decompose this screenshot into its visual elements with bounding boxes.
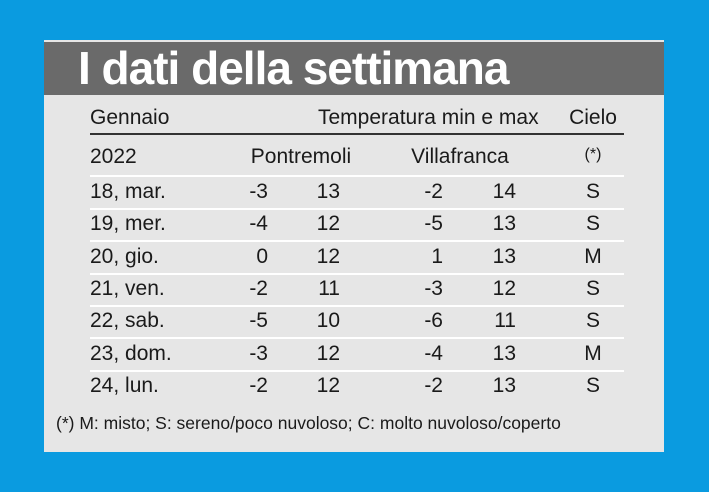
column-header: Gennaio (90, 106, 170, 129)
title: I dati della settimana (78, 42, 509, 94)
sub-header: Villafranca (411, 145, 509, 168)
temperature-cell: 13 (492, 341, 516, 365)
row-rule (90, 240, 624, 243)
temperature-cell: 13 (492, 212, 516, 236)
row-rule (90, 175, 624, 177)
sky-cell: S (585, 180, 600, 203)
temperature-cell: 11 (494, 309, 516, 333)
row-rule (90, 337, 624, 340)
temperature-cell: -2 (249, 276, 268, 300)
sky-cell: S (585, 373, 600, 397)
row-rule (90, 304, 624, 307)
date-cell: 20, gio. (90, 244, 159, 268)
sub-header: Pontremoli (250, 145, 352, 168)
footnote: (*) M: misto; S: sereno/poco nuvoloso; C… (56, 413, 561, 433)
temperature-cell: -4 (249, 212, 268, 236)
row-rule (90, 272, 624, 275)
temperature-cell: -2 (424, 373, 443, 397)
temperature-cell: 13 (492, 244, 516, 268)
sub-header: (*) (584, 146, 602, 163)
sky-cell: S (585, 309, 600, 333)
date-cell: 21, ven. (90, 276, 165, 300)
temperature-cell: 12 (316, 212, 340, 236)
temperature-cell: -2 (424, 180, 443, 203)
sub-header: 2022 (90, 145, 137, 168)
sky-cell: M (584, 341, 602, 365)
temperature-cell: -3 (249, 341, 268, 365)
temperature-cell: 12 (492, 276, 516, 300)
temperature-cell: -5 (424, 212, 443, 236)
sky-cell: S (585, 276, 600, 300)
date-cell: 24, lun. (90, 373, 159, 397)
temperature-cell: -5 (249, 309, 268, 333)
date-cell: 23, dom. (90, 341, 172, 365)
sky-cell: S (585, 212, 600, 236)
temperature-cell: 14 (492, 180, 516, 203)
temperature-cell: -2 (249, 373, 268, 397)
temperature-cell: 12 (316, 341, 340, 365)
temperature-cell: 1 (431, 244, 443, 268)
row-rule (90, 369, 624, 372)
temperature-cell: 11 (318, 276, 340, 300)
temperature-cell: 13 (316, 180, 340, 203)
temperature-cell: -4 (424, 341, 443, 365)
temperature-cell: 12 (316, 244, 340, 268)
date-cell: 19, mer. (90, 212, 166, 236)
temperature-cell: 12 (316, 373, 340, 397)
date-cell: 18, mar. (90, 180, 166, 203)
temperature-cell: -3 (249, 180, 268, 203)
sky-cell: M (584, 244, 602, 268)
column-header: Temperatura min e max (318, 106, 539, 129)
title-bar: I dati della settimana (44, 42, 664, 95)
row-rule (90, 208, 624, 210)
temperature-cell: -3 (424, 276, 443, 300)
date-cell: 22, sab. (90, 309, 165, 333)
temperature-cell: 13 (492, 373, 516, 397)
column-header: Cielo (569, 106, 617, 129)
panel: I dati della settimana Gennaio Temperatur… (44, 40, 664, 452)
temperature-cell: 0 (256, 244, 268, 268)
temperature-cell: -6 (424, 309, 443, 333)
temperature-cell: 10 (316, 309, 340, 333)
row-rule (90, 133, 624, 135)
